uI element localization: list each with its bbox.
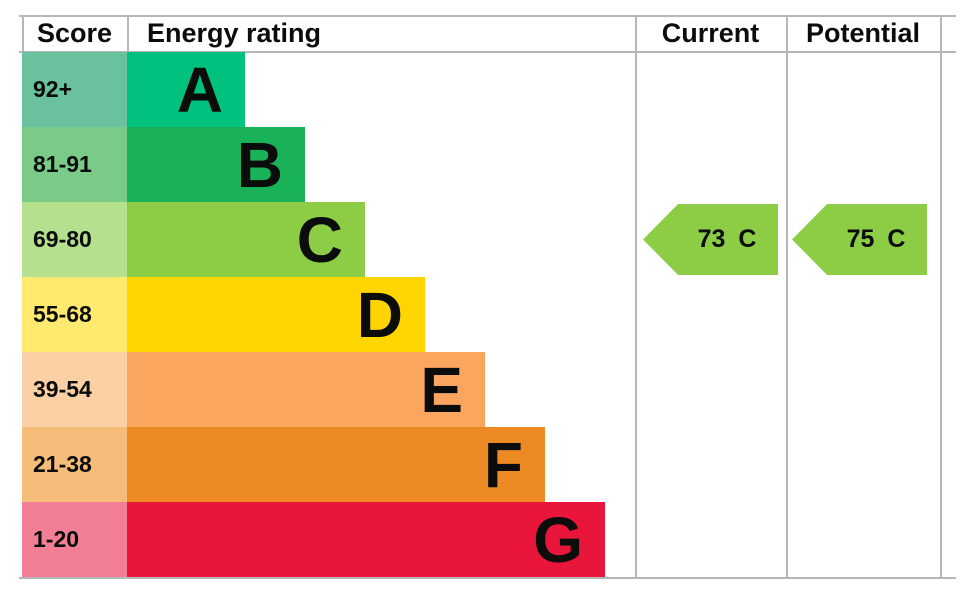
band-row-c: 69-80 C [22, 202, 942, 277]
rating-bar-a: A [127, 52, 245, 127]
rating-bar-c: C [127, 202, 365, 277]
rating-bar-g: G [127, 502, 605, 577]
grid-potential-column-divider [786, 15, 788, 579]
potential-rating-value: 75 [846, 225, 875, 253]
rating-bar-e: E [127, 352, 485, 427]
rating-band-rows: 92+ A 81-91 B 69-80 C 55-68 D [22, 52, 942, 577]
grid-current-column-divider [635, 15, 637, 579]
band-row-e: 39-54 E [22, 352, 942, 427]
band-letter-e: E [420, 353, 463, 426]
score-column-header: Score [36, 18, 113, 48]
grid-top-border [19, 15, 956, 17]
band-letter-a: A [176, 53, 223, 126]
band-letter-c: C [296, 203, 343, 276]
grid-bottom-border [19, 577, 956, 579]
energy-rating-chart: Score Energy rating Current Potential 92… [19, 15, 956, 579]
band-row-b: 81-91 B [22, 127, 942, 202]
band-row-a: 92+ A [22, 52, 942, 127]
grid-header-divider [19, 51, 956, 53]
band-row-d: 55-68 D [22, 277, 942, 352]
rating-bar-d: D [127, 277, 425, 352]
grid-header-left-border [22, 15, 24, 53]
potential-column-header: Potential [805, 18, 920, 48]
current-column-header: Current [661, 18, 760, 48]
band-letter-d: D [356, 278, 403, 351]
band-letter-g: G [533, 503, 583, 576]
grid-score-divider [127, 15, 129, 53]
band-letter-f: F [483, 428, 523, 501]
score-range-label-e: 39-54 [22, 352, 127, 427]
score-range-label-b: 81-91 [22, 127, 127, 202]
current-rating-band: C [738, 225, 757, 253]
rating-bar-b: B [127, 127, 305, 202]
band-row-f: 21-38 F [22, 427, 942, 502]
score-range-label-f: 21-38 [22, 427, 127, 502]
score-range-label-c: 69-80 [22, 202, 127, 277]
potential-rating-band: C [887, 225, 906, 253]
score-range-label-d: 55-68 [22, 277, 127, 352]
grid-right-border [940, 15, 942, 579]
band-letter-b: B [236, 128, 283, 201]
rating-bar-f: F [127, 427, 545, 502]
band-row-g: 1-20 G [22, 502, 942, 577]
current-rating-value: 73 [697, 225, 726, 253]
score-range-label-g: 1-20 [22, 502, 127, 577]
energy-rating-column-header: Energy rating [147, 18, 322, 48]
score-range-label-a: 92+ [22, 52, 127, 127]
